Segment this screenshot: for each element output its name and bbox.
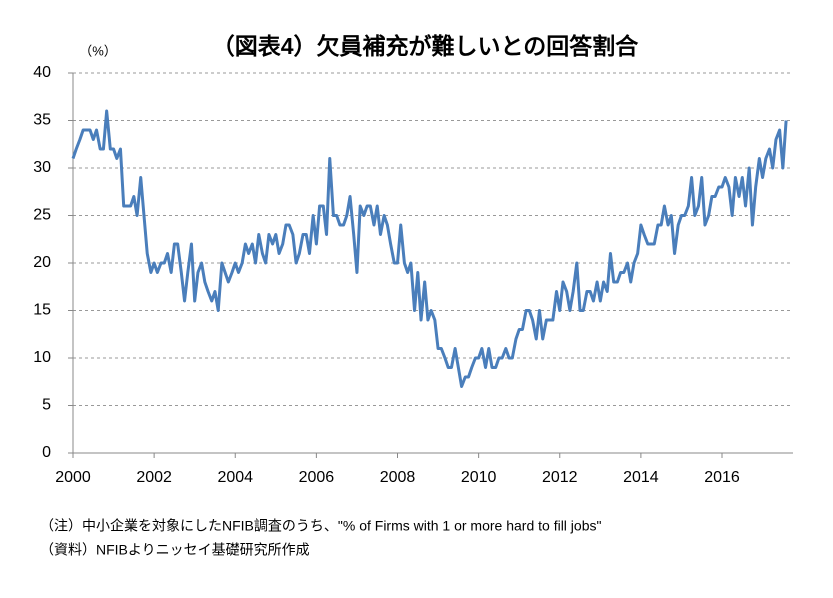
x-tick-label: 2016 [704,469,740,486]
chart-title: （図表4）欠員補充が難しいとの回答割合 [212,33,640,59]
note: （注）中小企業を対象にしたNFIB調査のうち、"% of Firms with … [40,518,601,534]
y-tick-label: 35 [33,112,51,129]
x-tick-label: 2004 [217,469,253,486]
x-tick-label: 2008 [380,469,416,486]
y-tick-label: 15 [33,302,51,319]
x-tick-label: 2012 [542,469,578,486]
source: （資料）NFIBよりニッセイ基礎研究所作成 [40,542,310,558]
y-tick-label: 0 [42,444,51,461]
y-tick-label: 10 [33,349,51,366]
x-tick-label: 2002 [136,469,172,486]
data-line [71,109,788,388]
y-tick-label: 25 [33,207,51,224]
y-axis-label: （%） [79,43,117,58]
x-tick-label: 2006 [299,469,335,486]
y-tick-label: 30 [33,159,51,176]
x-tick-label: 2014 [623,469,659,486]
y-tick-label: 20 [33,254,51,271]
x-tick-label: 2000 [55,469,91,486]
y-tick-label: 5 [42,397,51,414]
x-tick-label: 2010 [461,469,497,486]
y-tick-label: 40 [33,64,51,81]
